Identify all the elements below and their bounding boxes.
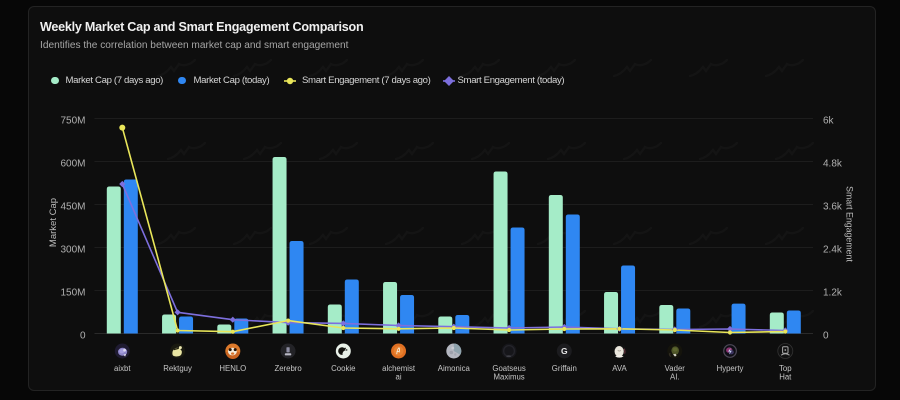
svg-text:2.4k: 2.4k <box>823 245 843 256</box>
svg-text:Vader: Vader <box>665 364 686 373</box>
svg-text:6k: 6k <box>823 116 835 127</box>
svg-text:G: G <box>561 346 568 356</box>
svg-text:750M: 750M <box>60 116 85 127</box>
svg-text:aixbt: aixbt <box>114 364 131 373</box>
svg-text:600M: 600M <box>60 159 85 170</box>
svg-text:Top: Top <box>779 364 792 373</box>
svg-text:Goatseus: Goatseus <box>492 364 525 373</box>
svg-text:AI.: AI. <box>670 373 680 382</box>
svg-text:1.2k: 1.2k <box>823 288 843 299</box>
svg-text:4.8k: 4.8k <box>823 159 843 170</box>
svg-text:Griffain: Griffain <box>552 364 577 373</box>
svg-text:300M: 300M <box>60 245 85 256</box>
svg-text:Smart Engagement: Smart Engagement <box>845 186 855 262</box>
svg-text:Aimonica: Aimonica <box>438 364 471 373</box>
svg-text:Rektguy: Rektguy <box>163 364 192 373</box>
svg-text:HENLO: HENLO <box>219 364 246 373</box>
svg-text:Hat: Hat <box>779 373 792 382</box>
svg-text:150M: 150M <box>60 288 85 299</box>
svg-text:Cookie: Cookie <box>331 364 355 373</box>
svg-text:Market Cap: Market Cap <box>48 198 59 247</box>
svg-text:0: 0 <box>823 331 829 342</box>
svg-text:450M: 450M <box>60 202 85 213</box>
svg-text:3.6k: 3.6k <box>823 202 843 213</box>
svg-text:Zerebro: Zerebro <box>274 364 302 373</box>
svg-text:alchemist: alchemist <box>382 364 416 373</box>
svg-text:AVA: AVA <box>612 364 627 373</box>
svg-text:ai: ai <box>396 373 402 382</box>
svg-text:0: 0 <box>80 331 86 342</box>
svg-text:Hyperty: Hyperty <box>717 364 744 373</box>
svg-text:Maximus: Maximus <box>493 373 524 382</box>
